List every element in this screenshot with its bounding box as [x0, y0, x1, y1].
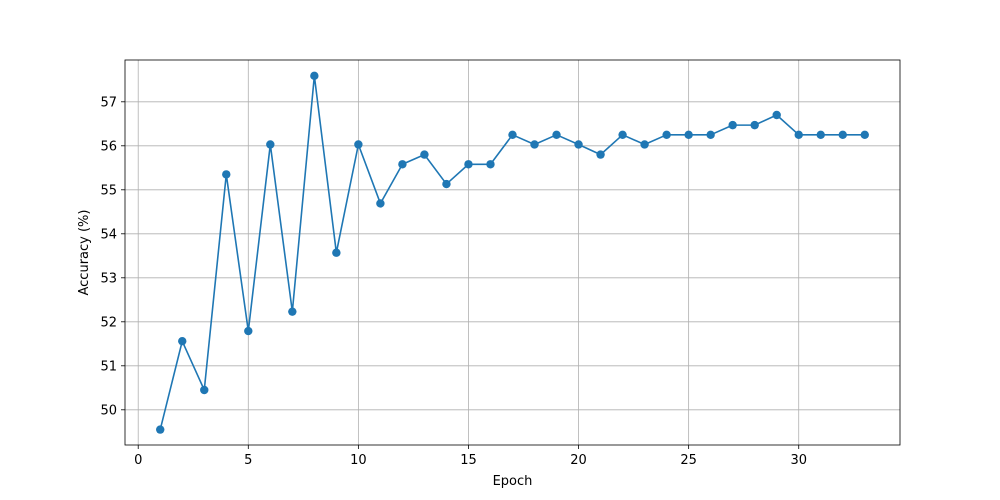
accuracy-data-point [442, 179, 451, 189]
axis-ticks: 0 5 10 15 20 25 30 50 51 52 53 54 55 56 57 [100, 95, 807, 468]
accuracy-data-point [508, 130, 517, 139]
accuracy-data-point [420, 150, 429, 159]
accuracy-data-point [200, 385, 209, 395]
y-tick-label: 52 [100, 315, 117, 330]
accuracy-data-point [222, 170, 231, 179]
y-tick-label: 55 [100, 183, 117, 198]
series-layer [156, 71, 869, 434]
accuracy-data-point [156, 425, 165, 434]
accuracy-data-point [728, 120, 737, 130]
x-tick-label: 10 [350, 453, 367, 468]
y-tick-label: 57 [100, 95, 117, 110]
x-tick-label: 30 [790, 453, 807, 468]
accuracy-data-point [552, 130, 561, 139]
accuracy-data-point [816, 130, 825, 139]
accuracy-data-point [860, 130, 869, 139]
accuracy-data-point [376, 199, 385, 208]
accuracy-data-point [486, 160, 495, 169]
accuracy-data-point [244, 326, 253, 336]
accuracy-data-point [266, 140, 275, 149]
x-tick-label: 5 [244, 453, 252, 468]
accuracy-data-point [772, 110, 781, 120]
plot-frame [124, 59, 901, 446]
accuracy-data-point [354, 140, 363, 149]
accuracy-data-point [178, 336, 187, 346]
y-tick-label: 50 [100, 403, 117, 418]
y-tick-label: 53 [100, 271, 117, 286]
accuracy-data-point [750, 120, 759, 130]
accuracy-data-point [464, 160, 473, 169]
y-tick-label: 54 [100, 227, 117, 242]
x-tick-label: 25 [680, 453, 697, 468]
accuracy-data-point [574, 140, 583, 149]
accuracy-data-point [662, 130, 671, 139]
grid [125, 60, 900, 445]
accuracy-data-point [640, 140, 649, 149]
y-tick-label: 51 [100, 359, 117, 374]
accuracy-data-point [332, 248, 341, 257]
accuracy-data-point [288, 307, 297, 316]
accuracy-data-point [530, 140, 539, 149]
x-axis-label: Epoch [493, 474, 533, 489]
x-tick-label: 0 [134, 453, 142, 468]
accuracy-data-point [838, 130, 847, 139]
x-tick-label: 15 [460, 453, 477, 468]
accuracy-data-point [684, 130, 693, 139]
y-axis-label: Accuracy (%) [77, 210, 92, 296]
accuracy-series-line [159, 75, 865, 430]
y-tick-label: 56 [100, 139, 117, 154]
accuracy-data-point [310, 71, 319, 81]
accuracy-data-point [596, 150, 605, 159]
accuracy-data-point [618, 130, 627, 139]
accuracy-data-point [398, 160, 407, 169]
accuracy-data-point [706, 130, 715, 139]
accuracy-data-point [794, 130, 803, 139]
x-tick-label: 20 [570, 453, 587, 468]
